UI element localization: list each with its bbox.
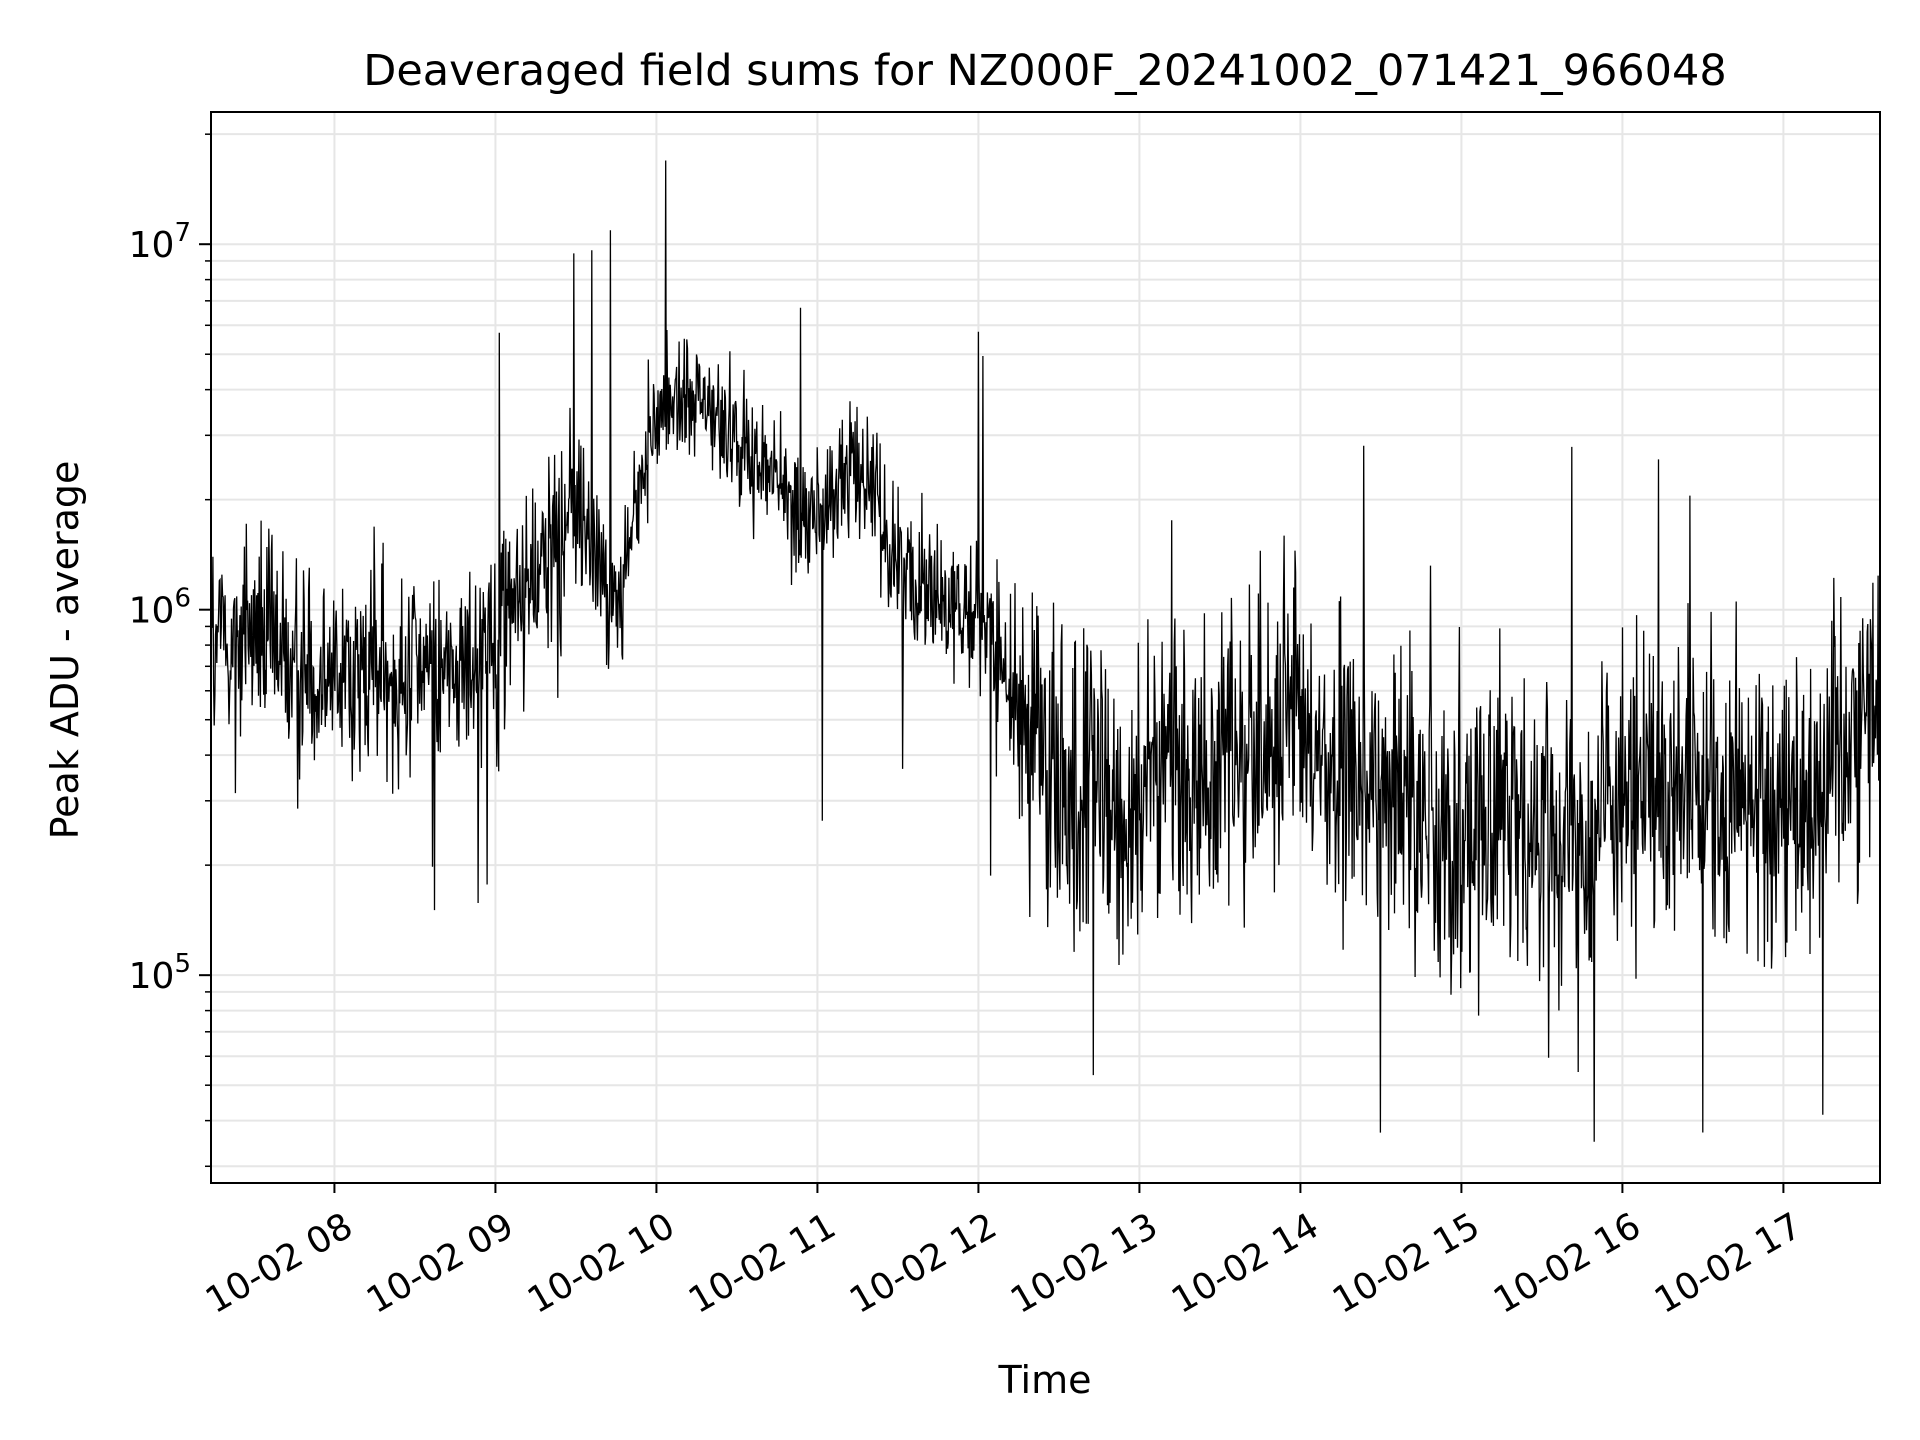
series-line xyxy=(210,160,1881,1142)
plot-area xyxy=(210,160,1881,1142)
y-axis-label: Peak ADU - average xyxy=(43,461,87,840)
plot-frame xyxy=(210,111,1881,1184)
y-tick-label: 106 xyxy=(129,584,191,632)
y-tick-label: 107 xyxy=(129,218,191,266)
y-tick-label: 105 xyxy=(129,949,191,997)
x-axis-label: Time xyxy=(998,1358,1092,1402)
chart-title: Deaveraged field sums for NZ000F_2024100… xyxy=(363,46,1727,96)
